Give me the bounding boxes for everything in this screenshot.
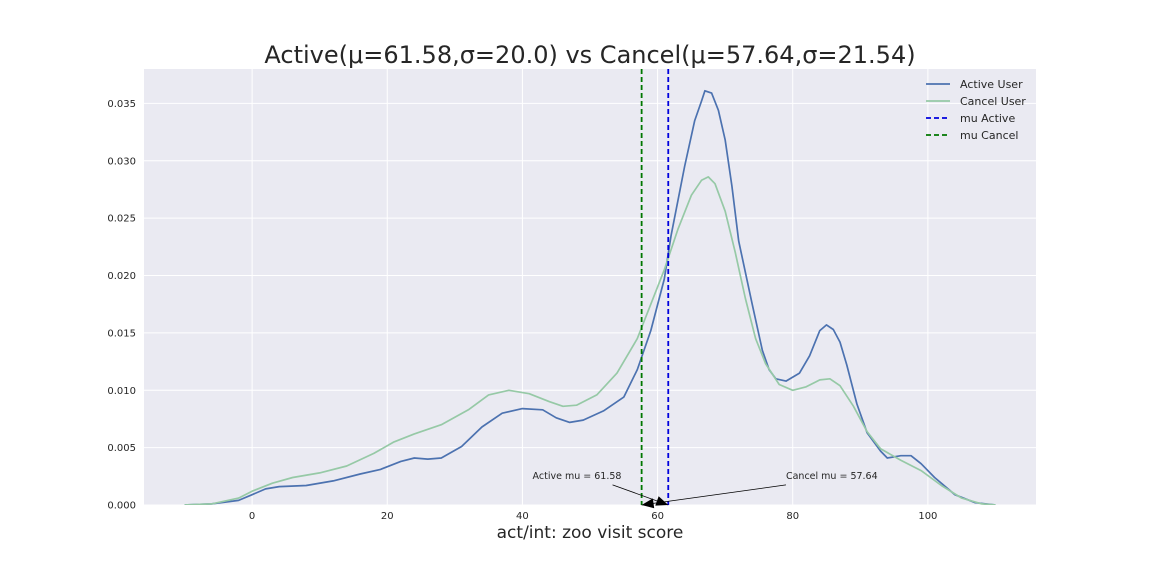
x-tick-label: 40 (516, 511, 529, 522)
x-axis-label: act/int: zoo visit score (497, 523, 684, 543)
annotation-arrowhead (641, 498, 655, 509)
vline-layer (640, 69, 670, 505)
y-tick-label: 0.030 (107, 156, 136, 167)
y-axis: 0.000 0.005 0.010 0.015 0.020 0.025 0.030 0.035 (107, 99, 136, 512)
legend: Active User Cancel User mu Active mu Cancel (926, 78, 1026, 142)
series-line-cancel-user (184, 176, 996, 505)
chart-title: Active(μ=61.58,σ=20.0) vs Cancel(μ=57.64… (264, 41, 915, 69)
x-axis: 0 20 40 60 80 100 (249, 511, 937, 522)
plot-background (144, 69, 1036, 505)
annotation-layer: Active mu = 61.58 Cancel mu = 57.64 (533, 471, 878, 509)
x-tick-label: 60 (651, 511, 664, 522)
legend-label: mu Active (960, 112, 1015, 125)
y-tick-label: 0.005 (107, 443, 136, 454)
annotation-label: Active mu = 61.58 (533, 471, 622, 482)
legend-label: Active User (960, 78, 1023, 91)
y-tick-label: 0.025 (107, 214, 136, 225)
y-tick-label: 0.000 (107, 501, 136, 512)
annotation-label: Cancel mu = 57.64 (786, 471, 878, 482)
x-tick-label: 0 (249, 511, 255, 522)
y-tick-label: 0.010 (107, 386, 136, 397)
x-tick-label: 100 (918, 511, 937, 522)
series-line-active-user (184, 89, 996, 505)
annotation-arrowhead (655, 496, 669, 506)
annotation-arrow-line (641, 484, 787, 506)
legend-label: Cancel User (960, 95, 1026, 108)
series-layer (184, 89, 996, 505)
grid (144, 69, 1036, 506)
legend-label: mu Cancel (960, 129, 1018, 142)
y-tick-label: 0.015 (107, 328, 136, 339)
x-tick-label: 80 (786, 511, 799, 522)
y-tick-label: 0.020 (107, 271, 136, 282)
y-tick-label: 0.035 (107, 99, 136, 110)
x-tick-label: 20 (381, 511, 394, 522)
